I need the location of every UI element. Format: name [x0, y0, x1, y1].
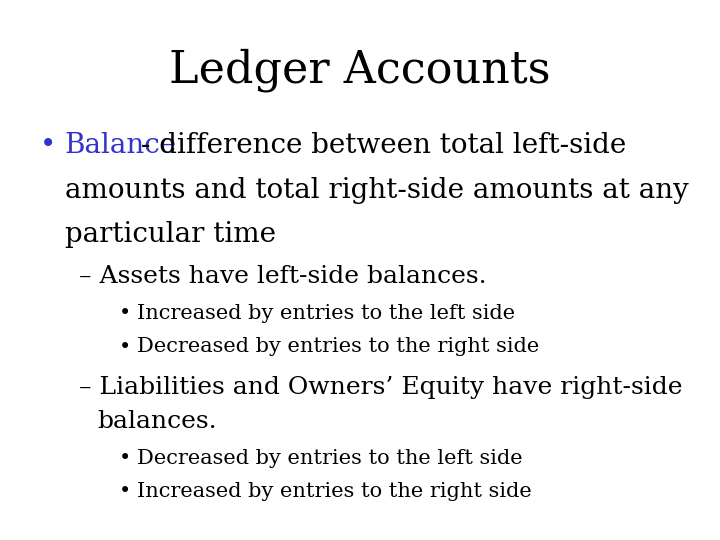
- Text: •: •: [40, 132, 56, 159]
- Text: Ledger Accounts: Ledger Accounts: [169, 49, 551, 92]
- Text: Increased by entries to the right side: Increased by entries to the right side: [137, 482, 531, 501]
- Text: – Liabilities and Owners’ Equity have right-side: – Liabilities and Owners’ Equity have ri…: [79, 376, 683, 400]
- Text: Balance: Balance: [65, 132, 177, 159]
- Text: •: •: [119, 304, 131, 323]
- Text: Increased by entries to the left side: Increased by entries to the left side: [137, 304, 515, 323]
- Text: Decreased by entries to the right side: Decreased by entries to the right side: [137, 338, 539, 356]
- Text: balances.: balances.: [97, 410, 217, 433]
- Text: amounts and total right-side amounts at any: amounts and total right-side amounts at …: [65, 177, 688, 204]
- Text: •: •: [119, 449, 131, 468]
- Text: – Assets have left-side balances.: – Assets have left-side balances.: [79, 265, 487, 288]
- Text: particular time: particular time: [65, 221, 276, 248]
- Text: •: •: [119, 482, 131, 501]
- Text: •: •: [119, 338, 131, 356]
- Text: Decreased by entries to the left side: Decreased by entries to the left side: [137, 449, 523, 468]
- Text: - difference between total left-side: - difference between total left-side: [132, 132, 626, 159]
